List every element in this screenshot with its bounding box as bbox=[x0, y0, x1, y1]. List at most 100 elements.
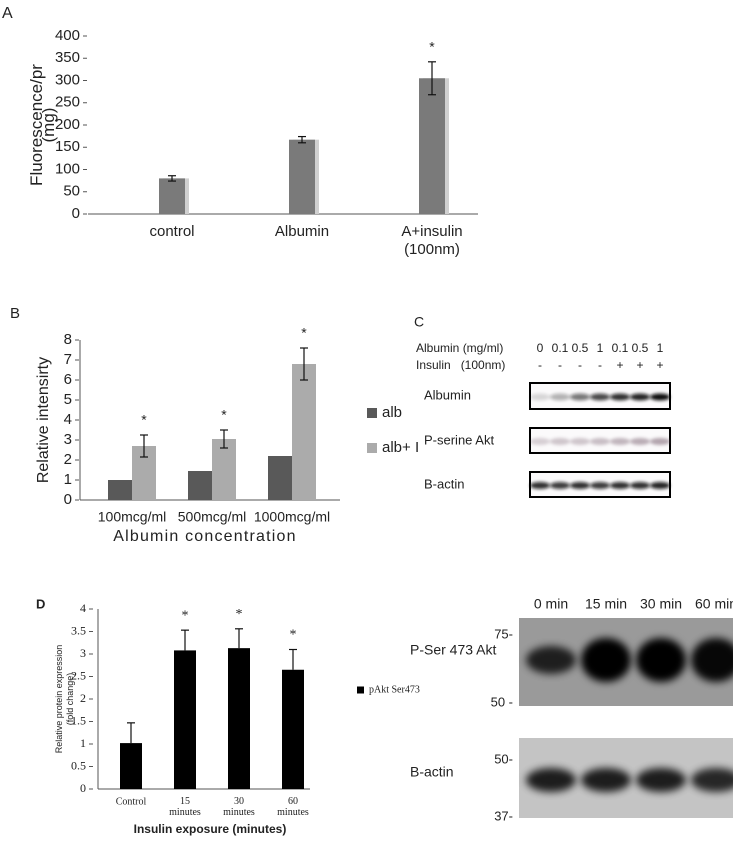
y-tick-label: 3.5 bbox=[71, 623, 86, 637]
y-tick-label: 0 bbox=[72, 205, 80, 222]
row-label: P-Ser 473 Akt bbox=[410, 642, 496, 658]
header-label: Albumin (mg/ml) bbox=[416, 341, 503, 355]
blot-band bbox=[550, 438, 570, 445]
blot-band bbox=[691, 768, 733, 792]
blot-band bbox=[570, 393, 590, 401]
lane-label: 0.1 bbox=[612, 341, 629, 355]
x-tick-label: 500mcg/ml bbox=[178, 509, 246, 525]
bar bbox=[282, 669, 304, 789]
blot-band bbox=[590, 482, 610, 489]
lane-label: 15 min bbox=[585, 596, 627, 612]
chart: A 0 50 100 150 200 250 300 350 400 Fluorescence/pr… bbox=[2, 5, 478, 258]
significance-mark: * bbox=[141, 412, 147, 428]
chart: D 0 0.5 1 1.5 2 2.5 3 3.5 4 Relative protein expre… bbox=[36, 596, 420, 836]
blot-band bbox=[610, 482, 630, 489]
text-line: 30 bbox=[234, 796, 244, 807]
text-line: (fold change) bbox=[65, 673, 75, 726]
bar bbox=[120, 743, 142, 789]
y-tick-label: 1 bbox=[64, 471, 72, 488]
lane-label: 60 min bbox=[695, 596, 733, 612]
size-marker: 37- bbox=[494, 808, 513, 823]
x-tick-label: 1000mcg/ml bbox=[254, 509, 330, 525]
lane-label: - bbox=[558, 358, 562, 372]
blot-band bbox=[526, 646, 576, 674]
blot-band bbox=[630, 438, 650, 445]
lane-label: - bbox=[538, 358, 542, 372]
text-line: 15 bbox=[180, 796, 190, 807]
row-label: B-actin bbox=[424, 476, 464, 491]
panel-label: A bbox=[2, 5, 13, 22]
blot-band bbox=[650, 438, 670, 445]
y-tick-label: 400 bbox=[55, 27, 80, 44]
header-label: Insulin (100nm) bbox=[416, 358, 505, 372]
blot-band bbox=[610, 438, 630, 445]
y-tick-label: 1 bbox=[80, 736, 86, 750]
panel-label: B bbox=[10, 305, 20, 322]
lane-label: - bbox=[598, 358, 602, 372]
panel-label: C bbox=[414, 314, 424, 330]
y-tick-label: 2 bbox=[64, 451, 72, 468]
lane-label: 0.5 bbox=[572, 341, 589, 355]
blot-band bbox=[550, 482, 570, 489]
y-axis-label: Relative protein expression(fold change) bbox=[54, 645, 75, 754]
blot-band bbox=[530, 482, 550, 489]
text-line: 60 bbox=[288, 796, 298, 807]
legend-label: alb bbox=[382, 404, 402, 421]
y-tick-label: 8 bbox=[64, 331, 72, 348]
x-axis-label: Albumin concentration bbox=[113, 528, 297, 545]
significance-mark: * bbox=[221, 407, 227, 423]
blot-band bbox=[636, 638, 686, 682]
blot-band bbox=[590, 393, 610, 401]
blot-band bbox=[581, 768, 631, 792]
blot-band bbox=[530, 438, 550, 445]
size-marker: 75- bbox=[494, 626, 513, 641]
blot-band bbox=[650, 393, 670, 401]
row-label: B-actin bbox=[410, 764, 454, 780]
blot-band bbox=[530, 393, 550, 401]
size-marker: 50- bbox=[494, 751, 513, 766]
significance-mark: * bbox=[182, 608, 189, 623]
x-tick-label: 60 minutes bbox=[277, 796, 309, 818]
y-tick-label: 0.5 bbox=[71, 758, 86, 772]
blot-band bbox=[590, 438, 610, 445]
y-tick-label: 4 bbox=[80, 601, 86, 615]
legend-swatch bbox=[367, 443, 377, 453]
y-tick-label: 350 bbox=[55, 49, 80, 66]
significance-mark: * bbox=[429, 39, 435, 55]
text-line: Relative protein expression bbox=[54, 645, 64, 754]
lane-label: + bbox=[616, 358, 623, 372]
legend-swatch bbox=[357, 686, 364, 694]
significance-mark: * bbox=[301, 325, 307, 341]
row-label: P-serine Akt bbox=[424, 432, 494, 447]
significance-mark: * bbox=[236, 607, 243, 622]
lane-label: - bbox=[578, 358, 582, 372]
y-tick-label: 6 bbox=[64, 371, 72, 388]
lane-label: 0.5 bbox=[632, 341, 649, 355]
blot-band bbox=[581, 638, 631, 682]
bar bbox=[292, 364, 316, 500]
chart: B 0 1 2 3 4 5 6 7 8 Relative intensirty Albumin con… bbox=[10, 305, 419, 545]
y-tick-label: 3 bbox=[64, 431, 72, 448]
y-tick-label: 5 bbox=[64, 391, 72, 408]
x-axis-label: Insulin exposure (minutes) bbox=[134, 822, 287, 836]
blot-band bbox=[650, 482, 670, 489]
lane-label: + bbox=[636, 358, 643, 372]
row-label: Albumin bbox=[424, 387, 471, 402]
lane-label: 0.1 bbox=[552, 341, 569, 355]
text-line: A+insulin bbox=[401, 223, 462, 240]
y-tick-label: 4 bbox=[64, 411, 72, 428]
x-tick-label: Control bbox=[116, 796, 147, 807]
text-line: (100nm) bbox=[404, 241, 460, 258]
blot-band bbox=[610, 393, 630, 401]
y-tick-label: 300 bbox=[55, 71, 80, 88]
bar bbox=[289, 139, 315, 214]
y-tick-label: 100 bbox=[55, 160, 80, 177]
y-tick-label: 3 bbox=[80, 646, 86, 660]
x-tick-label: Albumin bbox=[275, 223, 329, 240]
x-tick-label: A+insulin (100nm) bbox=[401, 223, 462, 258]
y-axis-label: Fluorescence/pr(mg) bbox=[27, 64, 58, 186]
text-line: (mg) bbox=[39, 108, 58, 143]
y-tick-label: 200 bbox=[55, 116, 80, 133]
